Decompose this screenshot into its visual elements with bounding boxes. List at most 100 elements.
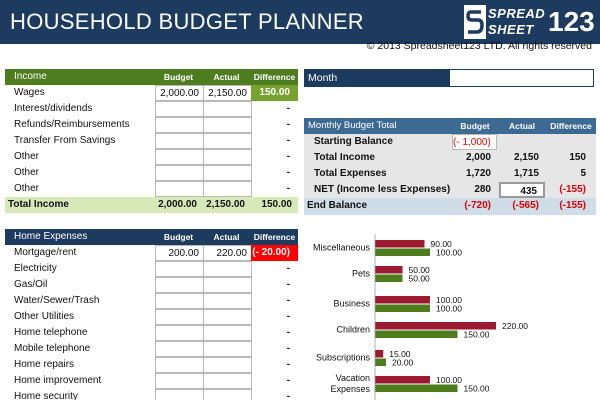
budget-total-header: Monthly Budget Total	[308, 120, 397, 131]
difference-value: -	[286, 343, 290, 354]
home-expenses-header-row: Home Expenses Budget Actual Difference	[5, 229, 298, 245]
budget-input[interactable]	[155, 117, 204, 133]
end-balance-difference: (-155)	[559, 200, 586, 211]
actual-input[interactable]	[203, 101, 252, 117]
budget-input[interactable]	[155, 149, 204, 165]
bar-value-label: 100.00	[436, 375, 462, 385]
bar-value-label: 15.00	[389, 349, 411, 359]
actual-bar	[375, 330, 458, 338]
budget-input[interactable]	[155, 325, 204, 341]
actual-input[interactable]	[203, 341, 252, 357]
actual-input[interactable]	[203, 149, 252, 165]
actual-column-header: Actual	[213, 72, 240, 82]
category-label: Miscellaneous	[313, 243, 371, 253]
budget-total-row: Total Income 2,000 2,150 150	[304, 150, 596, 166]
logo-s-icon	[464, 5, 486, 39]
budget-column-header: Budget	[163, 72, 194, 82]
end-balance-actual: (-565)	[512, 200, 539, 211]
table-row: Home security -	[5, 389, 298, 400]
row-label: Transfer From Savings	[14, 135, 116, 146]
row-label: Other	[14, 151, 40, 162]
budget-total-budget: 2,000	[465, 152, 491, 163]
budget-input[interactable]	[155, 341, 204, 357]
budget-input[interactable]: 2,000.00	[155, 85, 204, 101]
difference-value: -	[286, 167, 290, 178]
actual-bar	[375, 304, 430, 312]
actual-input[interactable]	[203, 293, 252, 309]
starting-balance-input[interactable]: (- 1,000)	[452, 134, 497, 150]
actual-input[interactable]	[203, 373, 252, 389]
monthly-budget-total-table: Monthly Budget Total Budget Actual Diffe…	[304, 118, 596, 215]
budget-input[interactable]	[155, 389, 204, 400]
bar-value-label: 100.00	[436, 248, 462, 258]
budget-total-label: NET (Income less Expenses)	[314, 184, 450, 195]
bar-value-label: 90.00	[431, 239, 453, 249]
budget-input[interactable]	[155, 165, 204, 181]
end-balance-label: End Balance	[307, 200, 368, 211]
row-label: Other	[14, 167, 40, 178]
row-label: Wages	[14, 87, 45, 98]
bt-budget-column-header: Budget	[460, 121, 490, 131]
budget-bar	[375, 296, 430, 304]
budget-input[interactable]: 200.00	[155, 245, 204, 261]
budget-total-difference: 150	[569, 152, 586, 163]
bar-value-label: 220.00	[502, 321, 528, 331]
difference-value: -	[286, 119, 290, 130]
table-row: Mobile telephone -	[5, 341, 298, 357]
total-income-label: Total Income	[8, 199, 69, 210]
actual-input[interactable]	[203, 325, 252, 341]
actual-input[interactable]	[203, 181, 252, 197]
he-difference-column-header: Difference	[253, 232, 296, 242]
actual-input[interactable]	[203, 309, 252, 325]
income-header-row: Income Budget Actual Difference	[5, 69, 298, 85]
budget-input[interactable]	[155, 309, 204, 325]
difference-column-header: Difference	[253, 72, 296, 82]
difference-value: -	[286, 327, 290, 338]
total-income-actual: 2,150.00	[206, 199, 245, 210]
difference-value: 150.00	[251, 85, 298, 101]
actual-input[interactable]	[203, 261, 252, 277]
budget-bar	[375, 350, 384, 358]
actual-input[interactable]	[203, 277, 252, 293]
category-label: Expenses	[330, 384, 370, 394]
actual-input[interactable]: 220.00	[203, 245, 252, 261]
budget-total-row: Total Expenses 1,720 1,715 5	[304, 166, 596, 182]
actual-input[interactable]	[203, 117, 252, 133]
header-bar	[0, 0, 600, 44]
spreadsheet123-logo: SPREAD SHEET 123	[464, 4, 595, 40]
month-input[interactable]	[449, 69, 594, 87]
difference-value: -	[286, 375, 290, 386]
budget-input[interactable]	[155, 101, 204, 117]
budget-input[interactable]	[155, 293, 204, 309]
budget-input[interactable]	[155, 261, 204, 277]
actual-input[interactable]	[203, 357, 252, 373]
category-label: Pets	[352, 269, 371, 279]
difference-value: -	[286, 183, 290, 194]
difference-value: -	[286, 311, 290, 322]
budget-input[interactable]	[155, 133, 204, 149]
page-title: HOUSEHOLD BUDGET PLANNER	[10, 9, 364, 34]
actual-input[interactable]	[203, 165, 252, 181]
end-balance-row: End Balance (-720) (-565) (-155)	[304, 198, 596, 215]
actual-input[interactable]	[203, 133, 252, 149]
budget-input[interactable]	[155, 357, 204, 373]
budget-total-label: Total Income	[314, 152, 375, 163]
budget-bar	[375, 376, 430, 384]
actual-bar	[375, 248, 430, 256]
actual-input[interactable]	[203, 389, 252, 400]
budget-total-body	[304, 134, 596, 198]
actual-input[interactable]: 2,150.00	[203, 85, 252, 101]
income-header: Income	[14, 71, 47, 82]
budget-total-budget: 1,720	[465, 168, 491, 179]
budget-total-row: NET (Income less Expenses) 280 435 (-155)	[304, 182, 596, 198]
budget-total-row: Starting Balance (- 1,000)	[304, 134, 596, 150]
copyright-text: © 2013 Spreadsheet123 LTD. All rights re…	[366, 40, 592, 52]
category-label: Children	[336, 325, 370, 335]
category-label: Vacation	[336, 373, 370, 383]
budget-input[interactable]	[155, 277, 204, 293]
budget-input[interactable]	[155, 181, 204, 197]
budget-input[interactable]	[155, 373, 204, 389]
table-row: Home telephone -	[5, 325, 298, 341]
difference-value: -	[286, 103, 290, 114]
